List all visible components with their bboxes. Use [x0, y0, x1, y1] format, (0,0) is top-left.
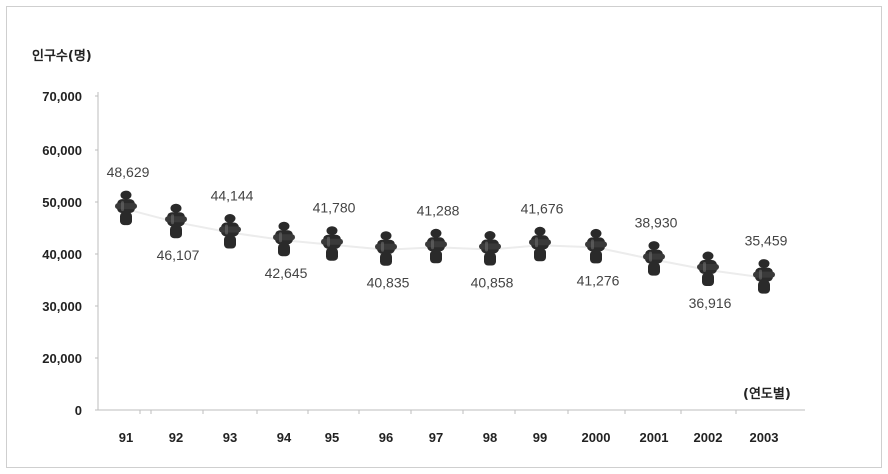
- x-tick-label: 96: [379, 430, 393, 445]
- x-axis-label: (연도별): [743, 386, 791, 402]
- chart-frame: [6, 6, 882, 468]
- data-label: 46,107: [157, 247, 200, 263]
- data-point-marker: [479, 231, 501, 266]
- data-label: 44,144: [211, 188, 254, 204]
- chart-axes: [97, 92, 805, 411]
- data-label: 36,916: [689, 295, 732, 311]
- data-point-marker: [115, 190, 137, 226]
- data-point-marker: [219, 214, 241, 249]
- x-tick-labels: 91 92 93 94 95 96 97 98 99 2000 2001 2002 2003: [119, 410, 779, 445]
- data-label: 41,288: [417, 202, 460, 218]
- y-tick-label: 40,000: [42, 247, 82, 262]
- y-tick-labels: 0 20,000 30,000 40,000 50,000 60,000 70,000: [42, 89, 98, 418]
- data-label: 48,629: [107, 164, 150, 180]
- data-point-marker: [697, 251, 719, 286]
- x-tick-label: 97: [429, 430, 443, 445]
- x-tick-label: 2000: [582, 430, 611, 445]
- data-label: 41,676: [521, 200, 564, 216]
- data-label: 41,276: [577, 272, 620, 288]
- data-point-marker: [165, 203, 187, 239]
- y-tick-label: 50,000: [42, 195, 82, 210]
- x-tick-label: 98: [483, 430, 497, 445]
- data-point-marker: [753, 259, 775, 294]
- data-point-marker: [529, 226, 551, 262]
- data-label: 42,645: [265, 265, 308, 281]
- data-label: 35,459: [745, 233, 788, 249]
- data-point-marker: [643, 241, 665, 276]
- y-tick-label: 0: [75, 403, 82, 418]
- x-tick-label: 95: [325, 430, 339, 445]
- data-point-marker: [273, 221, 295, 257]
- data-label: 38,930: [635, 215, 678, 231]
- y-tick-label: 70,000: [42, 89, 82, 104]
- x-tick-label: 94: [277, 430, 292, 445]
- x-tick-label: 2001: [640, 430, 669, 445]
- marker-group: [115, 190, 775, 294]
- x-tick-label: 2003: [750, 430, 779, 445]
- data-point-marker: [375, 231, 397, 266]
- y-axis-label: 인구수(명): [32, 48, 92, 64]
- data-label: 40,835: [367, 275, 410, 291]
- data-label: 41,780: [313, 200, 356, 216]
- x-tick-label: 93: [223, 430, 237, 445]
- data-point-marker: [585, 228, 607, 264]
- data-label: 40,858: [471, 275, 514, 291]
- y-tick-label: 20,000: [42, 351, 82, 366]
- x-tick-label: 2002: [694, 430, 723, 445]
- y-tick-label: 60,000: [42, 143, 82, 158]
- y-tick-label: 30,000: [42, 299, 82, 314]
- x-tick-label: 99: [533, 430, 547, 445]
- data-point-marker: [321, 226, 343, 261]
- x-tick-label: 92: [169, 430, 183, 445]
- data-point-marker: [425, 228, 447, 264]
- data-label-group: 48,629 46,107 44,144 42,645 41,780 40,835 41,2…: [107, 164, 788, 311]
- x-tick-label: 91: [119, 430, 133, 445]
